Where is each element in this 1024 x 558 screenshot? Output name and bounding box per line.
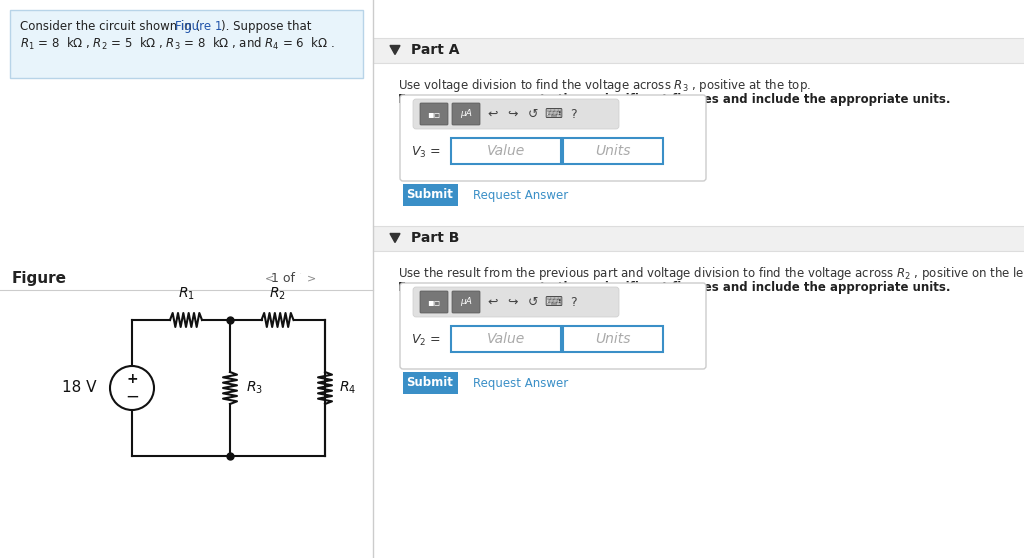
Text: Units: Units — [595, 332, 631, 346]
Text: $R_1$ = 8  k$\Omega$ , $R_2$ = 5  k$\Omega$ , $R_3$ = 8  k$\Omega$ , and $R_4$ =: $R_1$ = 8 k$\Omega$ , $R_2$ = 5 k$\Omega… — [20, 36, 335, 52]
Text: $R_3$: $R_3$ — [246, 380, 263, 396]
Text: ?: ? — [569, 108, 577, 121]
FancyBboxPatch shape — [413, 287, 618, 317]
Text: ↪: ↪ — [508, 108, 518, 121]
FancyBboxPatch shape — [373, 38, 1024, 63]
Text: Request Answer: Request Answer — [473, 377, 568, 389]
Text: Figure: Figure — [12, 271, 67, 286]
Text: 1 of 1: 1 of 1 — [271, 272, 307, 285]
Text: ▪▫: ▪▫ — [427, 109, 440, 119]
Text: Request Answer: Request Answer — [473, 189, 568, 201]
Text: 18 V: 18 V — [62, 381, 97, 396]
Text: Submit: Submit — [407, 377, 454, 389]
Text: ). Suppose that: ). Suppose that — [221, 20, 311, 33]
Text: ↩: ↩ — [487, 108, 499, 121]
Circle shape — [300, 267, 322, 289]
FancyBboxPatch shape — [420, 103, 449, 125]
Text: $R_1$: $R_1$ — [177, 286, 195, 302]
FancyBboxPatch shape — [400, 283, 706, 369]
Polygon shape — [390, 233, 400, 243]
Text: Value: Value — [486, 144, 525, 158]
Text: Consider the circuit shown in (: Consider the circuit shown in ( — [20, 20, 201, 33]
FancyBboxPatch shape — [373, 0, 1024, 558]
Text: μA: μA — [460, 297, 472, 306]
FancyBboxPatch shape — [563, 326, 663, 352]
Text: Use voltage division to find the voltage across $R_3$ , positive at the top.: Use voltage division to find the voltage… — [398, 77, 811, 94]
Text: Units: Units — [595, 144, 631, 158]
Text: ⌨: ⌨ — [544, 108, 562, 121]
FancyBboxPatch shape — [451, 138, 561, 164]
Text: $R_4$: $R_4$ — [339, 380, 356, 396]
FancyBboxPatch shape — [400, 95, 706, 181]
Text: ⌨: ⌨ — [544, 296, 562, 309]
Text: Value: Value — [486, 332, 525, 346]
FancyBboxPatch shape — [413, 99, 618, 129]
Circle shape — [110, 366, 154, 410]
Text: <: < — [264, 273, 273, 283]
Text: ↩: ↩ — [487, 296, 499, 309]
Text: $V_3$ =: $V_3$ = — [411, 145, 440, 160]
Text: Submit: Submit — [407, 189, 454, 201]
Text: ?: ? — [569, 296, 577, 309]
Text: ↺: ↺ — [527, 108, 539, 121]
Text: $R_2$: $R_2$ — [269, 286, 286, 302]
Text: μA: μA — [460, 109, 472, 118]
FancyBboxPatch shape — [420, 291, 449, 313]
FancyBboxPatch shape — [451, 326, 561, 352]
Text: >: > — [306, 273, 315, 283]
Text: Part B: Part B — [411, 232, 460, 246]
Text: +: + — [126, 372, 138, 386]
FancyBboxPatch shape — [563, 138, 663, 164]
FancyBboxPatch shape — [373, 226, 1024, 251]
Text: Express your answer to three significant figures and include the appropriate uni: Express your answer to three significant… — [398, 93, 950, 106]
Text: Figure 1: Figure 1 — [175, 20, 222, 33]
Text: Part A: Part A — [411, 44, 460, 57]
Text: ↺: ↺ — [527, 296, 539, 309]
FancyBboxPatch shape — [0, 0, 373, 558]
FancyBboxPatch shape — [403, 372, 458, 394]
Circle shape — [258, 267, 280, 289]
FancyBboxPatch shape — [452, 103, 480, 125]
FancyBboxPatch shape — [452, 291, 480, 313]
Polygon shape — [390, 46, 400, 55]
Text: $V_2$ =: $V_2$ = — [411, 333, 440, 348]
FancyBboxPatch shape — [403, 184, 458, 206]
FancyBboxPatch shape — [10, 10, 362, 78]
Text: Express your answer to three significant figures and include the appropriate uni: Express your answer to three significant… — [398, 281, 950, 294]
Text: ▪▫: ▪▫ — [427, 297, 440, 307]
Text: Use the result from the previous part and voltage division to find the voltage a: Use the result from the previous part an… — [398, 265, 1024, 282]
Text: ↪: ↪ — [508, 296, 518, 309]
Text: −: − — [125, 388, 139, 406]
